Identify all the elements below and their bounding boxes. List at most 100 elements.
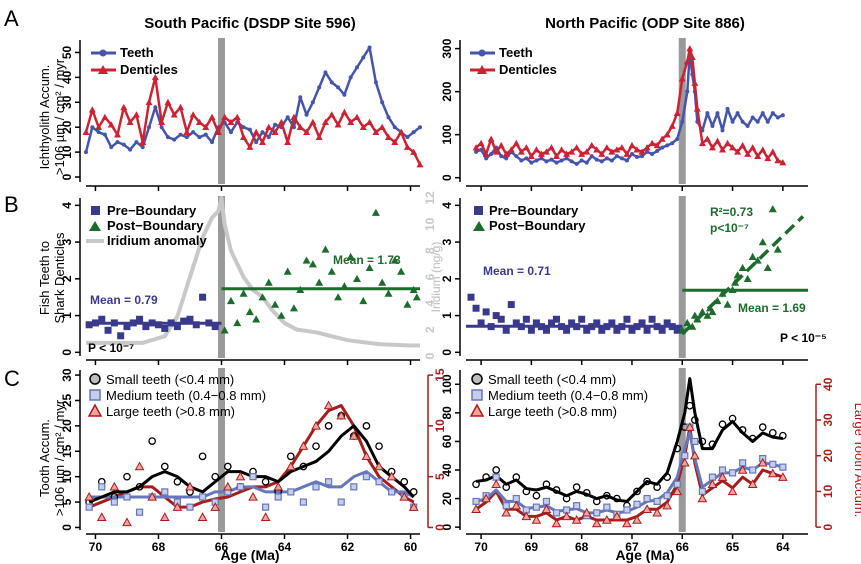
a-right-teeth-point [579, 158, 584, 163]
c-left-medium-point [362, 473, 371, 481]
legend-teeth-marker [99, 49, 107, 57]
b-right-mean-post: Mean = 1.69 [738, 301, 806, 315]
a-right-teeth-point [584, 160, 589, 165]
a-right-teeth-point [619, 156, 624, 161]
b-left-pre-point [211, 323, 219, 331]
a-right-denticles-point [583, 148, 591, 155]
a-right-teeth-point [750, 115, 755, 120]
c-left-large-point [399, 491, 410, 501]
c-right-small-point [602, 491, 611, 500]
a-left-teeth-point [411, 130, 416, 135]
a-right-y-tick-label-2: 200 [440, 81, 454, 101]
legend-denticles-marker-right [477, 65, 487, 74]
b-left-post-point [409, 285, 418, 294]
b-right-post-point [773, 245, 782, 253]
a-right-y-tick-label-3: 300 [440, 38, 454, 58]
c-right-large-point [521, 511, 532, 521]
c-right-medium-point [502, 502, 510, 510]
a-right-denticles-point [739, 141, 747, 149]
a-left-denticles-point [378, 123, 386, 130]
legend-b-right: Pre−Boundary Post−Boundary [473, 203, 586, 233]
a-left-denticles-point [397, 128, 405, 135]
x-axis-title-right: Age (Ma) [615, 547, 674, 563]
a-right-denticles-point [668, 122, 676, 129]
a-left-teeth-point [140, 145, 145, 150]
c-right-x-tick-label-1: 69 [525, 540, 539, 554]
b-right-pre-point [482, 308, 490, 316]
a-left-denticles-point [189, 111, 197, 118]
c-right-medium-point [542, 497, 551, 506]
b-right-pre-point [668, 323, 676, 331]
c-right-large-point [757, 457, 768, 467]
c-left-medium-point [249, 473, 257, 481]
a-left-teeth-point [310, 100, 315, 105]
a-left-denticles-point [233, 113, 241, 121]
a-left-teeth-point [172, 137, 177, 142]
b-right-pre-point [517, 323, 525, 331]
a-left-teeth-point [184, 135, 189, 140]
c-right-medium-point [492, 473, 500, 481]
b-right-y-tick-label-3: 3 [440, 238, 454, 245]
c-right-large-point [778, 472, 788, 481]
c-right-large-point [717, 472, 728, 481]
b-right-post-point [693, 315, 702, 323]
c-right-large-point [662, 500, 673, 510]
c-right-large-point [591, 518, 602, 528]
c-left-small-point [400, 477, 409, 486]
c-left-large-point [386, 471, 397, 481]
c-left-large-point [172, 502, 183, 511]
a-right-teeth-point [650, 152, 655, 157]
c-right-large-point [632, 514, 642, 524]
b-left-post-point [226, 296, 235, 305]
c-right-medium-point [739, 459, 747, 467]
a-right-denticles-point [542, 148, 550, 155]
c-left-large-point [147, 491, 158, 501]
a-right-denticles-point [673, 109, 681, 116]
a-right-teeth-point [635, 155, 639, 160]
b-right-post-point [688, 322, 697, 330]
a-right-denticles-point [663, 131, 671, 138]
a-right-teeth-point [765, 119, 770, 124]
a-left-denticles-point [177, 103, 185, 111]
a-left-denticles-point [214, 128, 222, 135]
b-left-post-point [321, 245, 330, 253]
c-right-large-point [672, 486, 683, 496]
c-right-small-point [522, 487, 531, 496]
b-left-pre-point [91, 319, 99, 327]
c-right-medium-point [718, 466, 727, 474]
b-left-mean-pre: Mean = 0.79 [90, 293, 158, 307]
a-right-denticles-point [497, 141, 505, 149]
a-left-denticles-point [164, 98, 172, 106]
c-right-medium-point [472, 497, 480, 506]
c-right-y-tick-label-3: 60 [440, 434, 454, 448]
b-right-pre-point [663, 319, 671, 327]
a-right-teeth-point [499, 154, 504, 159]
a-right-denticles-point [492, 148, 500, 155]
c-right-small-point [779, 431, 787, 440]
a-left-teeth-point [336, 85, 341, 90]
c-right-y-tick-label-4: 80 [440, 406, 454, 420]
a-right-teeth-point [670, 141, 675, 146]
a-right-denticles-point [638, 148, 646, 155]
b-right-kpg-boundary-bar [678, 196, 686, 358]
b-right-post-point [743, 274, 752, 283]
a-left-teeth-point [342, 92, 347, 97]
a-right-teeth-point [514, 154, 519, 159]
c-left-small-point [223, 462, 232, 471]
legend-medium-marker-right [471, 389, 483, 401]
b-right-pre-point [623, 315, 631, 323]
b-left-post-point [271, 300, 280, 308]
c-left-medium-point [337, 498, 345, 506]
a-right-denticles-point [703, 135, 711, 142]
c-left-y-tick-label-3: 15 [60, 444, 74, 458]
a-right-teeth-point [594, 157, 599, 162]
a-left-denticles-point [290, 113, 298, 121]
c-right-medium-point [552, 509, 561, 517]
b-right-post-point [713, 296, 722, 305]
a-right-denticles-point [774, 156, 782, 164]
a-right-teeth-point [559, 158, 564, 163]
c-left-small-point [299, 462, 308, 471]
b-left-y-tick-label-1: 1 [60, 312, 74, 319]
legend-denticles-label-right: Denticles [499, 62, 557, 77]
